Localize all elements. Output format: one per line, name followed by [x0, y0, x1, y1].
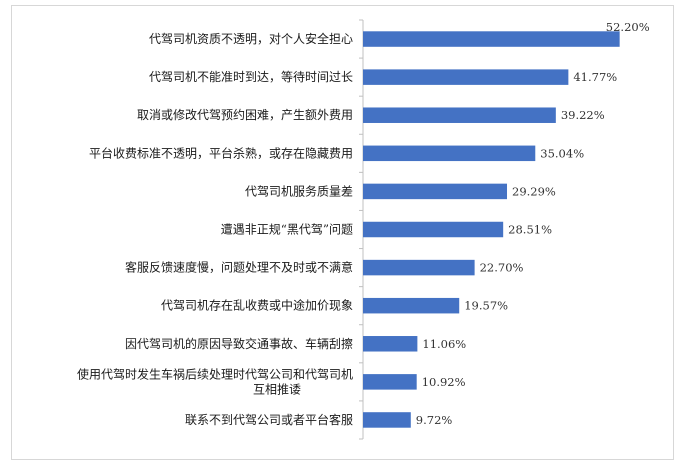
chart-frame: 52.20% 代驾司机资质不透明，对个人安全担心 41.77% 代驾司机不能准时到达，…: [11, 5, 674, 460]
data-label: 19.57%: [464, 299, 508, 313]
bar: [363, 69, 569, 85]
data-label: 28.51%: [508, 223, 552, 237]
bar: [363, 259, 475, 276]
category-label: 遭遇非正规“黑代驾”问题: [221, 222, 353, 237]
bar: [363, 336, 418, 352]
category-label: 取消或修改代驾预约困难，产生额外费用: [137, 107, 353, 122]
category-label: 代驾司机资质不透明，对个人安全担心: [149, 31, 353, 46]
bar-chart: 52.20% 代驾司机资质不透明，对个人安全担心 41.77% 代驾司机不能准时到达，…: [77, 19, 650, 440]
data-label: 35.04%: [540, 146, 584, 160]
category-label-line: 互相推诿: [253, 382, 301, 396]
category-label: 因代驾司机的原因导致交通事故、车辆刮擦: [125, 336, 353, 351]
data-label: 41.77%: [573, 70, 617, 84]
bar: [363, 374, 417, 390]
data-label: 52.20%: [606, 20, 650, 34]
bar: [363, 183, 508, 200]
bar: [363, 412, 411, 428]
data-label: 9.72%: [416, 413, 453, 427]
category-label: 代驾司机存在乱收费或中途加价现象: [161, 298, 353, 313]
bar: [363, 107, 556, 123]
category-label: 代驾司机不能准时到达，等待时间过长: [149, 70, 353, 84]
bar: [363, 221, 504, 238]
category-label: 平台收费标准不透明，平台杀熟，或存在隐藏费用: [89, 145, 353, 160]
data-label: 10.92%: [422, 375, 466, 389]
bar: [363, 297, 460, 314]
category-label: 代驾司机服务质量差: [245, 183, 353, 198]
bar: [363, 31, 620, 47]
data-label: 39.22%: [561, 108, 605, 122]
data-label: 22.70%: [480, 261, 524, 275]
data-label: 11.06%: [422, 337, 466, 351]
bar: [363, 145, 536, 162]
category-label: 客服反馈速度慢，问题处理不及时或不满意: [125, 260, 353, 275]
category-label: 联系不到代驾公司或者平台客服: [185, 412, 353, 427]
category-label: 使用代驾时发生车祸后续处理时代驾公司和代驾司机互相推诿: [77, 366, 353, 396]
data-label: 29.29%: [512, 184, 556, 198]
category-label-line: 使用代驾时发生车祸后续处理时代驾公司和代驾司机: [77, 366, 353, 381]
